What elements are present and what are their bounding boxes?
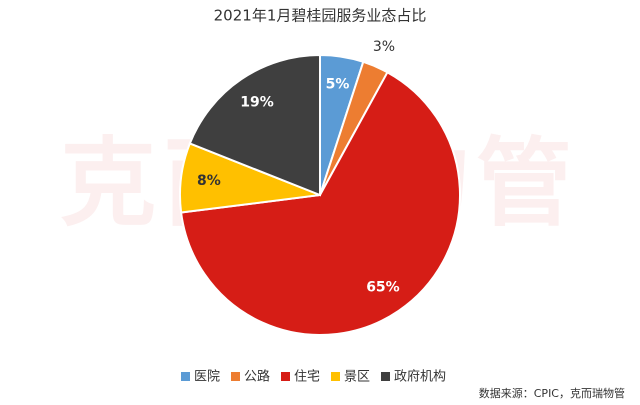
legend-swatch bbox=[331, 372, 340, 381]
pie-slice bbox=[188, 53, 321, 197]
legend-label: 医院 bbox=[194, 370, 220, 385]
legend: 医院 公路 住宅 景区 政府机构 bbox=[181, 369, 446, 385]
legend-swatch bbox=[281, 372, 290, 381]
data-label: 19% bbox=[240, 94, 274, 110]
chart-title: 2021年1月碧桂园服务业态占比 bbox=[214, 7, 427, 25]
legend-label: 景区 bbox=[344, 370, 370, 385]
data-label: 65% bbox=[366, 280, 400, 296]
legend-swatch bbox=[381, 372, 390, 381]
legend-label: 住宅 bbox=[294, 370, 320, 385]
data-label: 3% bbox=[373, 39, 395, 55]
legend-label: 政府机构 bbox=[394, 370, 446, 385]
pie-slice bbox=[179, 70, 461, 336]
data-label: 5% bbox=[326, 76, 350, 92]
legend-swatch bbox=[231, 372, 240, 381]
source-note: 数据来源：CPIC，克而瑞物管 bbox=[479, 386, 625, 400]
legend-swatch bbox=[181, 372, 190, 381]
data-label: 8% bbox=[197, 173, 221, 189]
legend-label: 公路 bbox=[244, 369, 270, 385]
pie: 5% 3% 65% 8% 19% bbox=[179, 39, 461, 336]
